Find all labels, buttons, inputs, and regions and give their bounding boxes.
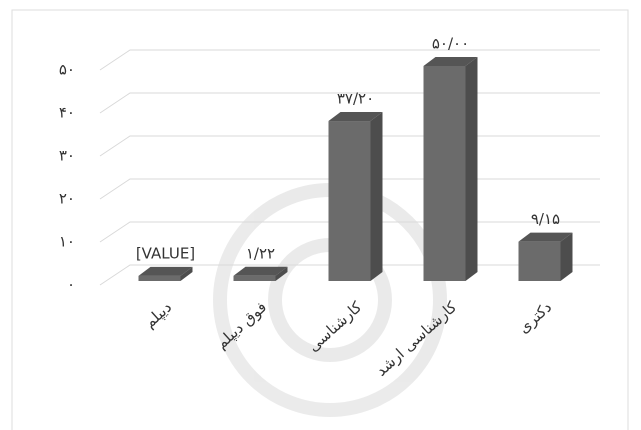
bar	[328, 112, 383, 281]
bar-side	[180, 266, 193, 281]
value-label: ۱/۲۲	[246, 244, 275, 262]
frame	[11, 9, 629, 430]
y-tick-label: ۳۰	[59, 147, 75, 165]
bar-front	[423, 66, 466, 281]
y-tick-label: ۰	[67, 276, 75, 294]
bar	[423, 57, 478, 281]
value-label: ۹/۱۵	[531, 210, 560, 228]
y-tick-label: ۱۰	[59, 233, 75, 251]
grid-line	[99, 49, 600, 71]
bar-front	[233, 275, 276, 281]
bar-side	[275, 266, 288, 281]
value-label: ۳۷/۲۰	[337, 90, 374, 108]
bar-side	[370, 112, 383, 281]
bar-top	[233, 266, 288, 276]
bar-front	[138, 275, 181, 281]
bar	[138, 266, 193, 281]
value-label: ۵۰/۰۰	[432, 35, 469, 53]
bar-front	[518, 241, 561, 281]
bar	[518, 232, 573, 281]
bar-side	[465, 57, 478, 281]
y-tick-label: ۴۰	[59, 104, 75, 122]
bar-front	[328, 121, 371, 281]
y-tick-label: ۲۰	[59, 190, 75, 208]
y-tick-label: ۵۰	[59, 61, 75, 79]
bar-top	[423, 57, 478, 66]
bar-side	[560, 232, 573, 281]
bar	[233, 266, 288, 281]
bar-top	[518, 232, 573, 242]
value-label: [VALUE]	[136, 244, 195, 262]
bar-top	[138, 266, 193, 276]
bar-top	[328, 112, 383, 122]
